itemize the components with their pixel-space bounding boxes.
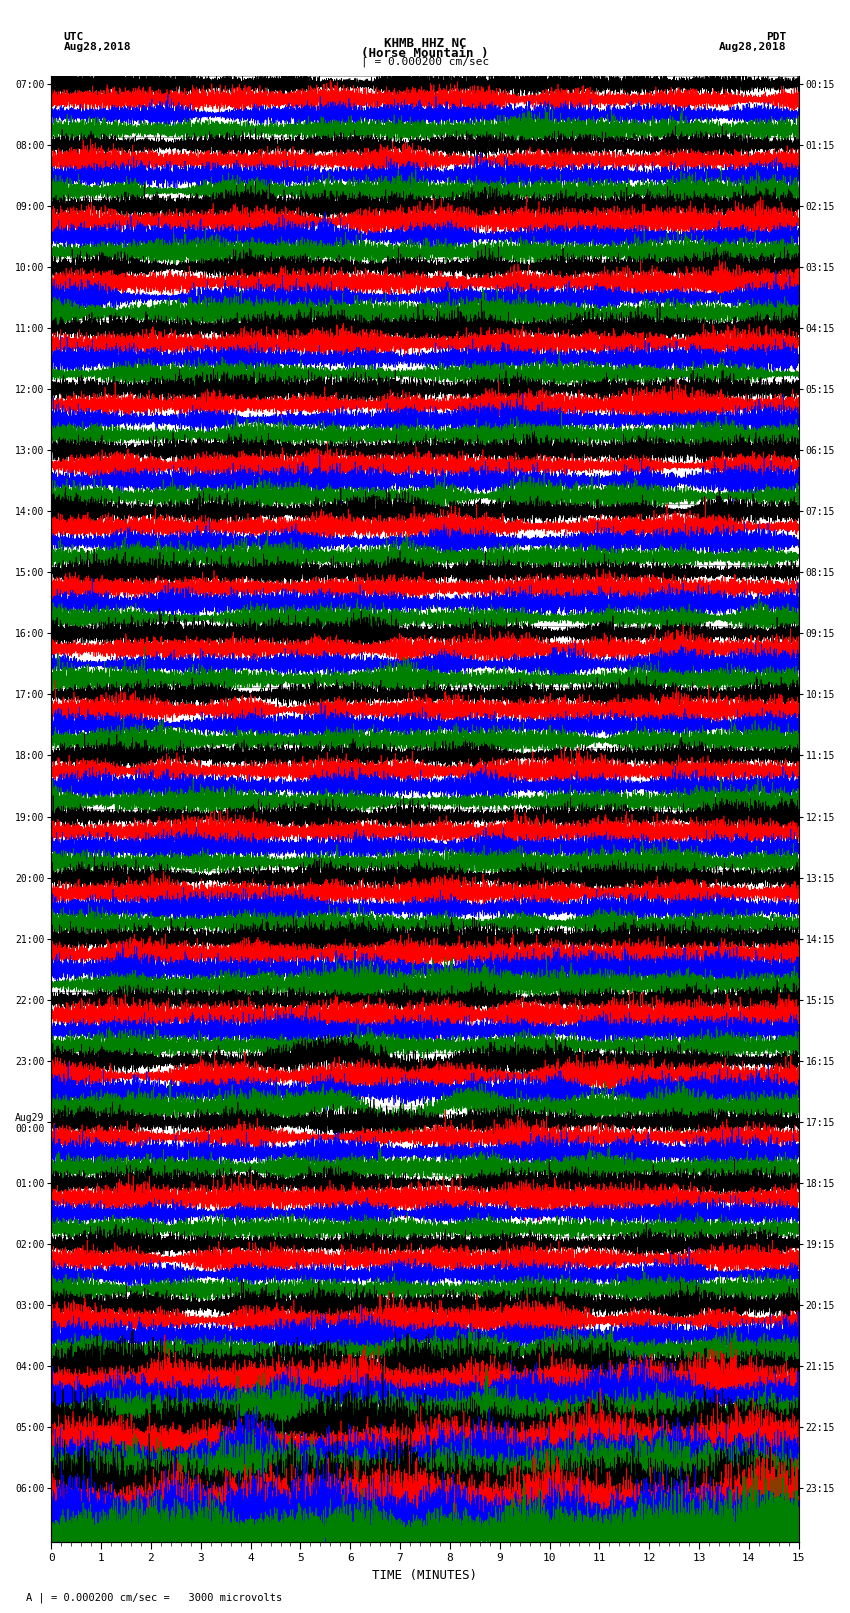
Text: KHMB HHZ NC: KHMB HHZ NC xyxy=(383,37,467,50)
Text: | = 0.000200 cm/sec: | = 0.000200 cm/sec xyxy=(361,56,489,68)
Text: PDT: PDT xyxy=(766,32,786,42)
Text: Aug28,2018: Aug28,2018 xyxy=(64,42,131,52)
Text: UTC: UTC xyxy=(64,32,84,42)
Text: (Horse Mountain ): (Horse Mountain ) xyxy=(361,47,489,60)
Text: Aug28,2018: Aug28,2018 xyxy=(719,42,786,52)
X-axis label: TIME (MINUTES): TIME (MINUTES) xyxy=(372,1569,478,1582)
Text: A | = 0.000200 cm/sec =   3000 microvolts: A | = 0.000200 cm/sec = 3000 microvolts xyxy=(26,1592,281,1603)
